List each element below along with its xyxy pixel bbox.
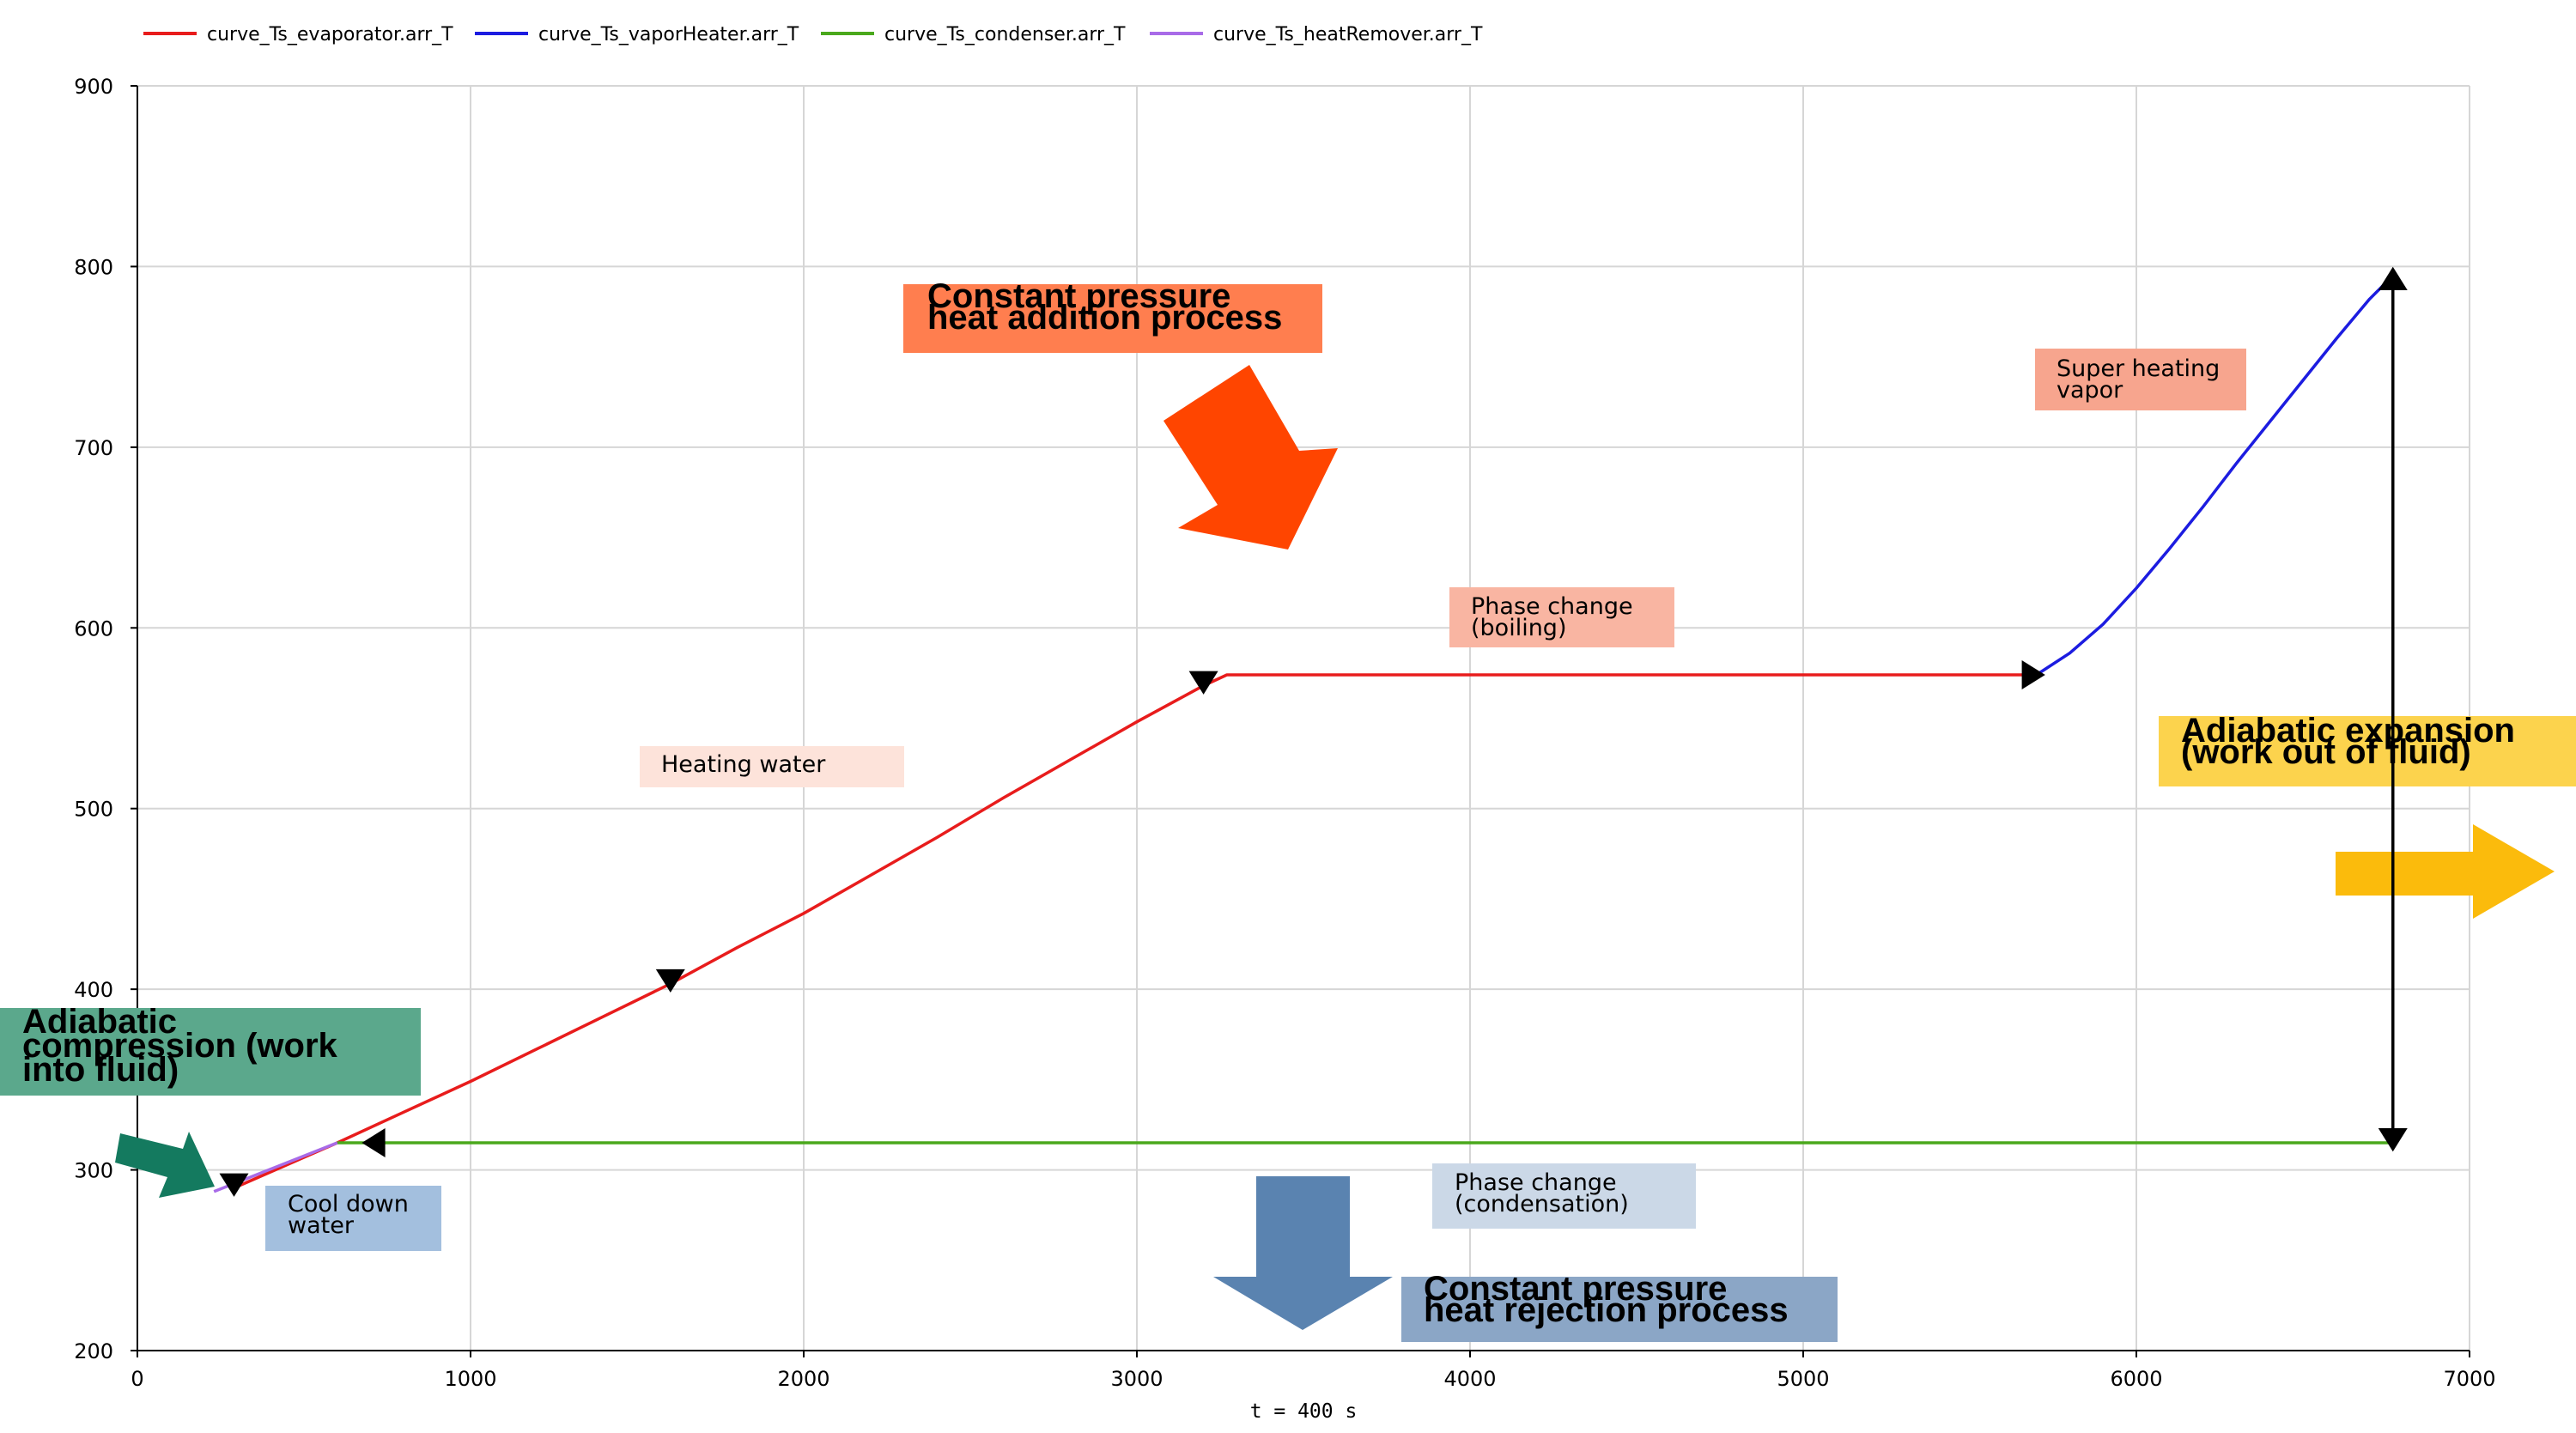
annotation-text-adiabatic-expansion: Adiabatic expansion <box>2181 712 2515 750</box>
annotation-text-adiabatic-expansion: (work out of fluid) <box>2181 733 2471 771</box>
x-tick-label: 1000 <box>444 1367 496 1391</box>
x-tick-label: 4000 <box>1443 1367 1496 1391</box>
annotation-heating-water: Heating water <box>640 746 904 787</box>
annotation-text-cool-down: water <box>288 1212 355 1239</box>
annotation-text-boiling: (boiling) <box>1471 615 1566 641</box>
legend: curve_Ts_evaporator.arr_T curve_Ts_vaporH… <box>143 24 1483 46</box>
heat-rejection-arrow-icon <box>1213 1176 1393 1330</box>
x-tick-label: 3000 <box>1110 1367 1163 1391</box>
annotation-condensation: Phase change(condensation) <box>1432 1163 1696 1229</box>
grid <box>137 85 2470 1351</box>
direction-marker-down <box>219 1173 249 1197</box>
heat-addition-arrow-icon <box>1163 365 1338 550</box>
annotation-text-boiling: Phase change <box>1471 593 1633 620</box>
annotation-text-adiabatic-compression: Adiabatic <box>22 1003 177 1041</box>
annotation-text-adiabatic-compression: into fluid) <box>22 1051 179 1089</box>
annotation-text-heat-addition: Constant pressure <box>927 277 1230 315</box>
annotation-box-boiling <box>1449 587 1674 647</box>
annotation-text-superheating: Super heating <box>2057 355 2220 382</box>
y-tick-label: 500 <box>74 798 113 822</box>
annotation-text-heat-rejection: Constant pressure <box>1424 1270 1727 1308</box>
x-axis-label: t = 400 s <box>1250 1400 1358 1423</box>
annotation-adiabatic-expansion: Adiabatic expansion(work out of fluid) <box>2159 712 2576 786</box>
annotation-box-adiabatic-expansion <box>2159 716 2576 786</box>
legend-label-2: curve_Ts_condenser.arr_T <box>884 24 1126 46</box>
y-tick-label: 800 <box>74 255 113 279</box>
annotation-boiling: Phase change(boiling) <box>1449 587 1674 647</box>
direction-marker-down <box>2378 1128 2408 1152</box>
tick-labels: 0 1000 2000 3000 4000 5000 6000 7000 200 300 400 50… <box>74 75 2495 1391</box>
legend-label-3: curve_Ts_heatRemover.arr_T <box>1213 24 1483 46</box>
adiabatic-expansion-arrow-icon <box>2336 824 2555 919</box>
annotation-box-adiabatic-compression <box>0 1008 421 1096</box>
direction-marker-right <box>2021 659 2045 689</box>
annotation-text-heat-addition: heat addition process <box>927 299 1282 337</box>
x-tick-label: 5000 <box>1777 1367 1829 1391</box>
annotation-box-condensation <box>1432 1163 1696 1229</box>
x-tick-label: 0 <box>131 1367 143 1391</box>
direction-marker-left <box>361 1128 386 1158</box>
annotation-text-adiabatic-compression: compression (work <box>22 1027 338 1065</box>
adiabatic-compression-arrow-icon <box>115 1132 215 1198</box>
annotation-box-heat-addition <box>903 284 1322 353</box>
y-tick-label: 200 <box>74 1339 113 1363</box>
y-tick-label: 400 <box>74 978 113 1002</box>
annotation-text-heating-water: Heating water <box>661 751 826 778</box>
annotation-text-heat-rejection: heat rejection process <box>1424 1291 1789 1329</box>
direction-markers <box>219 266 2408 1197</box>
annotation-box-cool-down <box>265 1186 441 1251</box>
annotation-box-heat-rejection <box>1401 1277 1838 1342</box>
annotation-box-heating-water <box>640 746 904 787</box>
y-tick-label: 700 <box>74 436 113 460</box>
process-arrows <box>115 365 2555 1330</box>
annotation-box-superheating <box>2035 349 2246 410</box>
direction-marker-down <box>655 968 685 993</box>
direction-marker-up <box>2378 266 2408 290</box>
series-line-0 <box>233 673 2037 1190</box>
legend-label-1: curve_Ts_vaporHeater.arr_T <box>538 24 799 46</box>
y-tick-label: 600 <box>74 616 113 641</box>
series-line-1 <box>2035 274 2395 677</box>
annotation-text-superheating: vapor <box>2057 377 2123 404</box>
annotation-text-condensation: (condensation) <box>1455 1191 1629 1217</box>
series-lines <box>213 274 2395 1193</box>
legend-label-0: curve_Ts_evaporator.arr_T <box>207 24 453 46</box>
y-tick-label: 300 <box>74 1159 113 1183</box>
x-tick-label: 7000 <box>2443 1367 2495 1391</box>
annotation-text-cool-down: Cool down <box>288 1191 409 1217</box>
direction-marker-down <box>1188 671 1218 695</box>
x-tick-label: 6000 <box>2110 1367 2162 1391</box>
y-tick-label: 900 <box>74 75 113 99</box>
axes <box>131 85 2470 1357</box>
x-tick-label: 2000 <box>777 1367 829 1391</box>
annotation-text-condensation: Phase change <box>1455 1169 1617 1196</box>
